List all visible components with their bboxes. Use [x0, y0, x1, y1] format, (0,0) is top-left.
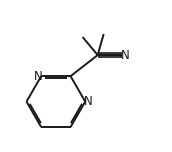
Text: N: N: [84, 95, 93, 108]
Text: N: N: [121, 49, 130, 62]
Text: N: N: [34, 70, 42, 83]
